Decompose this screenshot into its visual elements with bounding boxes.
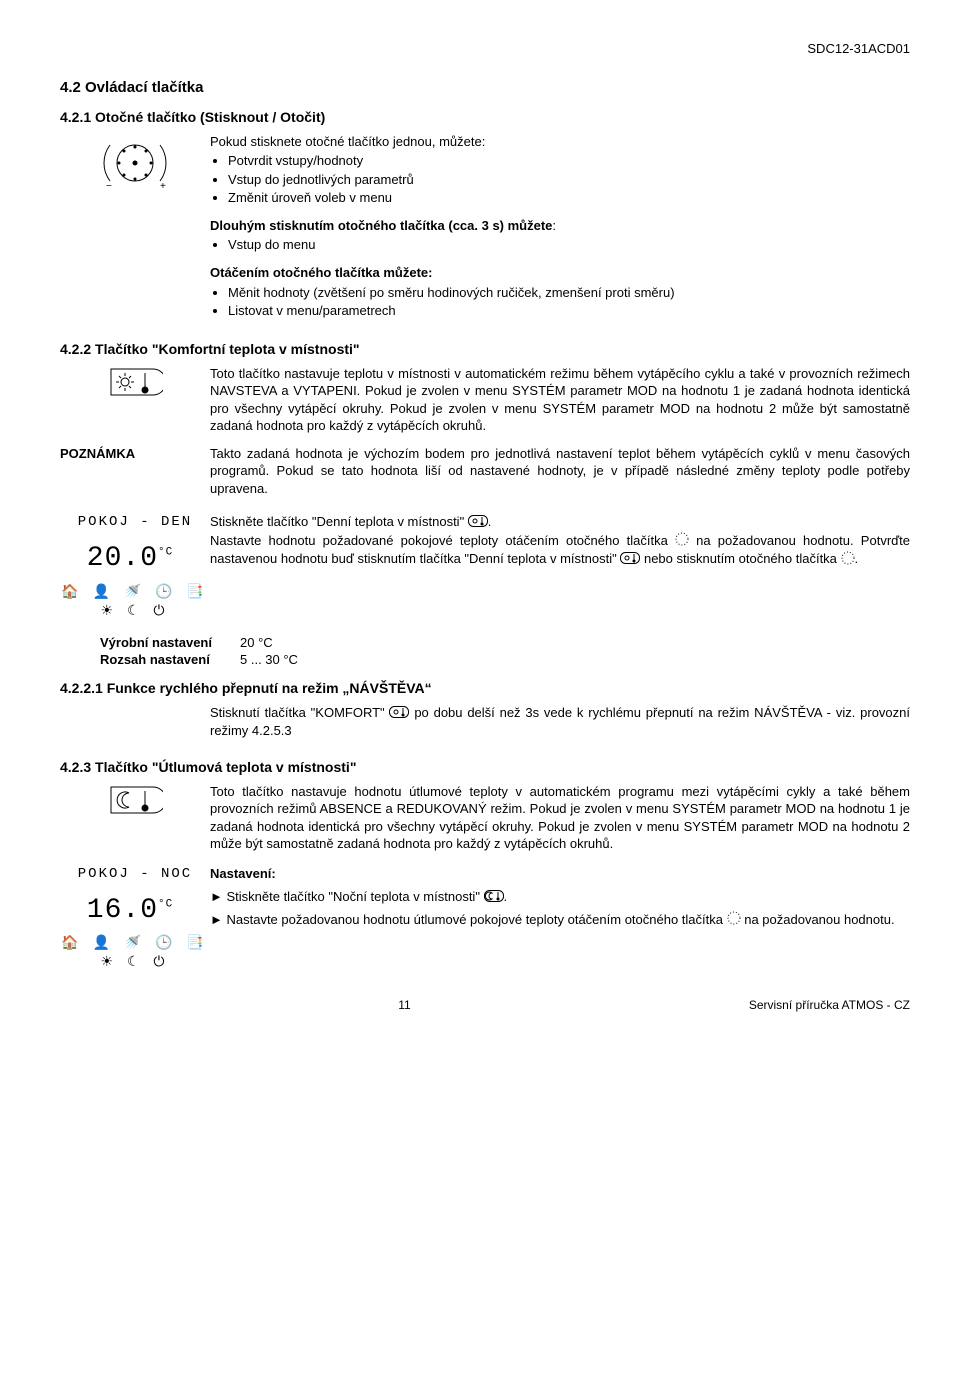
step1a: Stiskněte tlačítko "Noční teplota v míst… <box>226 889 483 904</box>
section-4-2-2-1-title: 4.2.2.1 Funkce rychlého přepnutí na reži… <box>60 679 910 698</box>
instr-1a: Stiskněte tlačítko "Denní teplota v míst… <box>210 514 468 529</box>
list-item: Měnit hodnoty (zvětšení po směru hodinov… <box>228 284 910 302</box>
lcd-unit: °C <box>158 547 173 559</box>
section-4-2-1-title: 4.2.1 Otočné tlačítko (Stisknout / Otoči… <box>60 108 910 127</box>
turn-label: Otáčením otočného tlačítka můžete: <box>210 265 433 280</box>
list-item: Potvrdit vstupy/hodnoty <box>228 152 910 170</box>
knob-inline-icon <box>727 911 741 930</box>
sun-thermometer-inline-icon <box>389 705 409 723</box>
step-1: Stiskněte tlačítko "Noční teplota v míst… <box>210 888 910 906</box>
section-4-2-2-1-body: Stisknutí tlačítka "KOMFORT" po dobu del… <box>210 704 910 740</box>
list-item: Vstup do jednotlivých parametrů <box>228 171 910 189</box>
step-2: Nastavte požadovanou hodnotu útlumové po… <box>210 911 910 930</box>
range-value: 5 ... 30 °C <box>240 651 298 669</box>
list-item: Vstup do menu <box>228 236 910 254</box>
factory-setting-value: 20 °C <box>240 634 273 652</box>
turn-list: Měnit hodnoty (zvětšení po směru hodinov… <box>210 284 910 320</box>
sun-thermometer-inline-icon <box>468 514 488 532</box>
long-press-list: Vstup do menu <box>210 236 910 254</box>
lcd-mode-icons: 🏠 👤 🚿 🕒 📑 ☀ ☾ ⏻ <box>60 582 210 620</box>
knob-inline-icon <box>841 551 855 570</box>
factory-setting-label: Výrobní nastavení <box>100 634 240 652</box>
list-item: Listovat v menu/parametrech <box>228 302 910 320</box>
instr-1b: . <box>488 514 492 529</box>
note-body: Takto zadaná hodnota je výchozím bodem p… <box>210 445 910 498</box>
step2a: Nastavte požadovanou hodnotu útlumové po… <box>226 912 726 927</box>
page-number: 11 <box>398 997 410 1013</box>
instr-2c: nebo stisknutím otočného tlačítka <box>644 551 841 566</box>
rotary-knob-icon: − + <box>60 133 210 193</box>
lcd-value: 16.0 <box>87 895 158 926</box>
section-4-2-3-title: 4.2.3 Tlačítko "Útlumová teplota v místn… <box>60 758 910 777</box>
lcd-value: 20.0 <box>87 543 158 574</box>
doc-code: SDC12-31ACD01 <box>60 40 910 58</box>
press-once-intro: Pokud stisknete otočné tlačítko jednou, … <box>210 133 910 151</box>
step2b: na požadovanou hodnotu. <box>744 912 894 927</box>
lcd-display-night: POKOJ - NOC 16.0°C 🏠 👤 🚿 🕒 📑 ☀ ☾ ⏻ <box>60 865 210 971</box>
sun-thermometer-button-icon <box>60 365 210 399</box>
s4221-body-a: Stisknutí tlačítka "KOMFORT" <box>210 705 389 720</box>
note-label: POZNÁMKA <box>60 445 210 463</box>
range-label: Rozsah nastavení <box>100 651 240 669</box>
lcd-line1: POKOJ - DEN <box>78 513 192 532</box>
moon-thermometer-inline-icon <box>484 889 504 907</box>
settings-label: Nastavení: <box>210 866 276 881</box>
instr-2a: Nastavte hodnotu požadované pokojové tep… <box>210 533 675 548</box>
knob-inline-icon <box>675 532 689 551</box>
lcd-unit: °C <box>158 898 173 910</box>
svg-text:−: − <box>106 181 112 192</box>
moon-thermometer-button-icon <box>60 783 210 817</box>
footer-right: Servisní příručka ATMOS - CZ <box>749 997 910 1013</box>
section-4-2-title: 4.2 Ovládací tlačítka <box>60 78 910 98</box>
lcd-line1: POKOJ - NOC <box>78 865 192 884</box>
step1b: . <box>504 889 508 904</box>
lcd-mode-icons: 🏠 👤 🚿 🕒 📑 ☀ ☾ ⏻ <box>60 933 210 971</box>
instr-2d: . <box>855 551 859 566</box>
lcd-display-day: POKOJ - DEN 20.0°C 🏠 👤 🚿 🕒 📑 ☀ ☾ ⏻ <box>60 513 210 619</box>
section-4-2-3-body: Toto tlačítko nastavuje hodnotu útlumové… <box>210 783 910 853</box>
svg-text:+: + <box>160 181 166 192</box>
long-press-label: Dlouhým stisknutím otočného tlačítka (cc… <box>210 218 552 233</box>
section-4-2-2-title: 4.2.2 Tlačítko "Komfortní teplota v míst… <box>60 340 910 359</box>
list-item: Změnit úroveň voleb v menu <box>228 189 910 207</box>
press-once-list: Potvrdit vstupy/hodnoty Vstup do jednotl… <box>210 152 910 207</box>
sun-thermometer-inline-icon <box>620 551 640 569</box>
section-4-2-2-body: Toto tlačítko nastavuje teplotu v místno… <box>210 365 910 435</box>
long-press-colon: : <box>552 218 556 233</box>
